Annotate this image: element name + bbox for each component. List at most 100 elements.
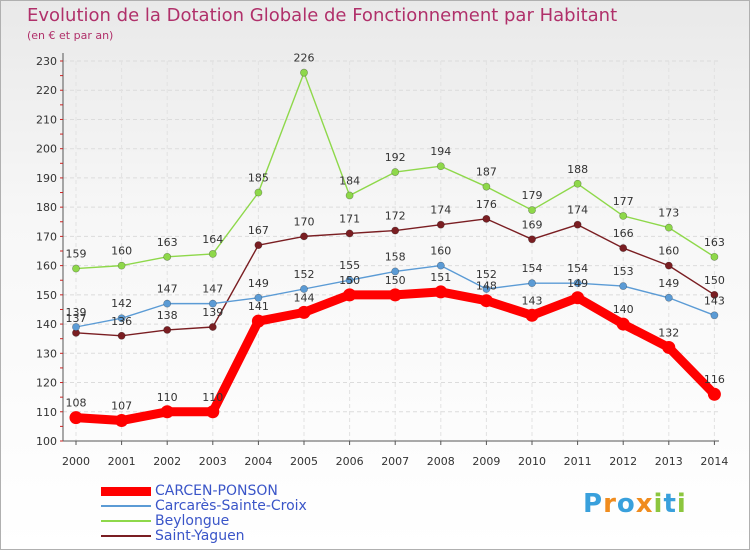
y-tick-label: 140 <box>36 318 57 331</box>
data-label: 173 <box>658 207 679 220</box>
data-point <box>117 261 126 270</box>
data-label: 107 <box>111 400 132 413</box>
data-label: 150 <box>704 274 725 287</box>
data-label: 143 <box>704 294 725 307</box>
data-label: 184 <box>339 174 360 187</box>
data-label: 163 <box>157 236 178 249</box>
x-tick-label: 2010 <box>518 455 546 468</box>
data-label: 159 <box>66 248 87 261</box>
data-label: 150 <box>385 274 406 287</box>
data-point <box>163 252 172 261</box>
data-label: 155 <box>339 259 360 272</box>
legend-swatch <box>101 486 151 496</box>
data-point <box>664 223 673 232</box>
logo-letter: i <box>676 489 687 519</box>
data-label: 194 <box>430 145 451 158</box>
data-point <box>300 232 308 241</box>
data-label: 167 <box>248 224 269 237</box>
data-point <box>662 340 676 354</box>
x-tick-label: 2007 <box>381 455 409 468</box>
data-point <box>115 414 129 428</box>
y-tick-label: 190 <box>36 172 57 185</box>
y-tick-label: 150 <box>36 289 57 302</box>
data-point <box>254 188 263 197</box>
data-point <box>664 293 673 302</box>
legend-label: Carcarès-Sainte-Croix <box>155 498 307 514</box>
data-point <box>525 308 539 322</box>
y-tick-label: 180 <box>36 201 57 214</box>
data-point <box>710 252 719 261</box>
data-label: 192 <box>385 151 406 164</box>
data-label: 172 <box>385 210 406 223</box>
data-point <box>117 331 126 340</box>
x-tick-label: 2005 <box>290 455 318 468</box>
data-point <box>619 282 628 290</box>
x-tick-label: 2008 <box>427 455 455 468</box>
data-point <box>208 299 217 308</box>
data-point <box>619 212 628 220</box>
y-tick-label: 120 <box>36 377 57 390</box>
data-label: 170 <box>294 215 315 228</box>
logo-letter: P <box>583 489 604 519</box>
data-point <box>251 314 265 328</box>
data-point <box>391 226 400 235</box>
legend-swatch <box>101 505 151 507</box>
data-label: 188 <box>567 163 588 176</box>
data-point <box>479 294 493 308</box>
data-label: 149 <box>248 277 269 290</box>
data-label: 171 <box>339 212 360 225</box>
data-label: 185 <box>248 172 269 185</box>
data-point <box>391 168 400 176</box>
x-tick-label: 2002 <box>153 455 181 468</box>
data-point <box>388 288 402 302</box>
data-label: 144 <box>294 291 315 304</box>
data-label: 110 <box>202 391 223 404</box>
data-label: 176 <box>476 198 497 211</box>
legend-label: Saint-Yaguen <box>155 528 245 544</box>
data-point <box>436 261 445 270</box>
data-point <box>160 405 174 419</box>
y-tick-label: 230 <box>36 55 57 68</box>
logo-letter: i <box>653 489 664 519</box>
data-label: 149 <box>658 277 679 290</box>
data-point <box>528 279 536 288</box>
data-label: 150 <box>339 274 360 287</box>
data-label: 163 <box>704 236 725 249</box>
legend-swatch <box>101 535 151 537</box>
data-point <box>616 317 630 331</box>
data-label: 136 <box>111 315 132 328</box>
data-point <box>710 311 719 320</box>
data-point <box>297 305 311 319</box>
data-point <box>619 244 628 252</box>
data-label: 153 <box>613 265 634 278</box>
data-label: 139 <box>202 306 223 319</box>
data-point <box>664 261 673 270</box>
data-point <box>69 411 83 425</box>
x-tick-label: 2013 <box>655 455 683 468</box>
data-point <box>482 182 491 191</box>
data-point <box>163 299 172 308</box>
data-label: 141 <box>248 300 269 313</box>
data-point <box>72 323 80 331</box>
data-point <box>482 285 491 293</box>
data-point <box>571 291 585 305</box>
data-point <box>117 314 126 323</box>
data-point <box>436 162 445 171</box>
data-label: 160 <box>658 245 679 258</box>
data-label: 160 <box>430 245 451 258</box>
x-tick-label: 2006 <box>336 455 364 468</box>
data-label: 187 <box>476 166 497 179</box>
x-tick-label: 2014 <box>700 455 728 468</box>
y-tick-label: 210 <box>36 113 57 126</box>
data-label: 174 <box>567 204 588 217</box>
data-point <box>300 68 308 77</box>
data-label: 116 <box>704 373 725 386</box>
x-tick-label: 2001 <box>108 455 136 468</box>
data-point <box>300 285 308 293</box>
data-point <box>528 235 536 244</box>
data-point <box>573 220 582 229</box>
data-label: 158 <box>385 250 406 263</box>
data-label: 151 <box>430 271 451 284</box>
x-tick-label: 2011 <box>564 455 592 468</box>
